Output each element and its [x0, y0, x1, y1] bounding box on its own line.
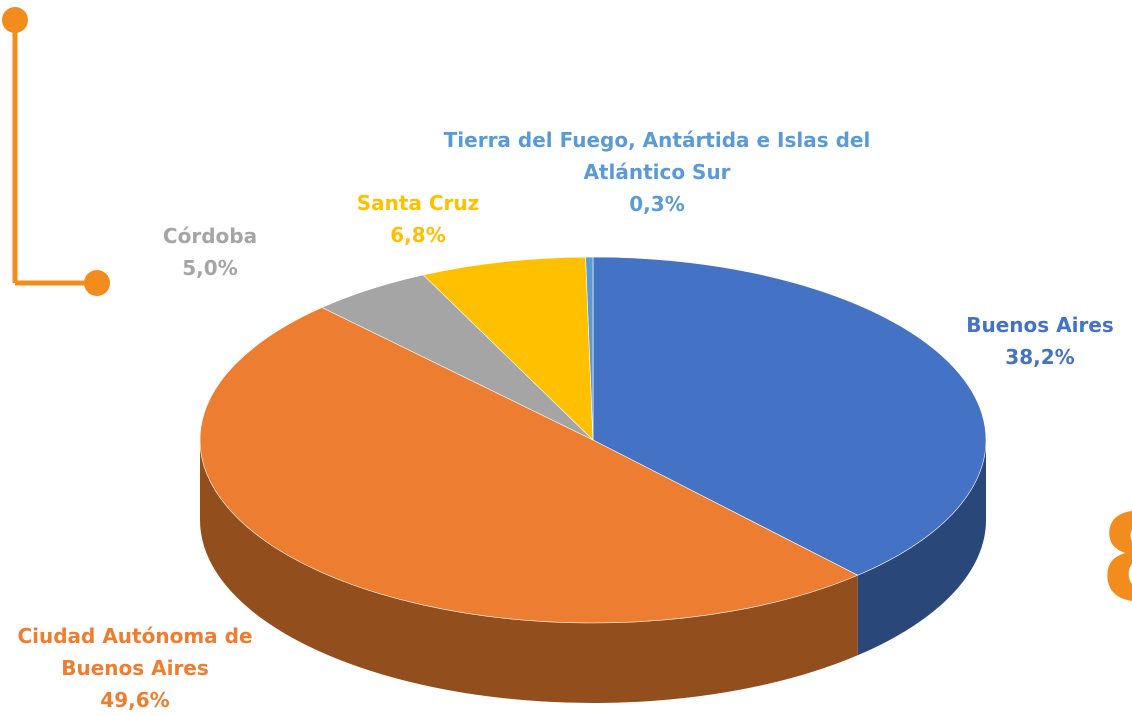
data-label: Córdoba 5,0% — [110, 220, 310, 284]
label-name: Córdoba — [162, 224, 258, 248]
deco-dot — [2, 7, 28, 33]
label-value: 49,6% — [100, 688, 170, 712]
label-value: 0,3% — [629, 192, 685, 216]
deco-dot — [84, 270, 110, 296]
slice — [422, 256, 594, 441]
data-label: Santa Cruz 6,8% — [318, 187, 518, 251]
slice-side — [200, 440, 858, 703]
label-name: Buenos Aires — [966, 313, 1114, 337]
label-value: 38,2% — [1005, 345, 1075, 369]
slice — [585, 256, 594, 441]
data-label: Ciudad Autónoma de Buenos Aires 49,6% — [10, 620, 260, 716]
slice — [199, 307, 859, 624]
label-name: Tierra del Fuego, Antártida e Islas del … — [443, 128, 871, 184]
slice-side — [857, 440, 986, 656]
label-name: Ciudad Autónoma de Buenos Aires — [17, 624, 253, 680]
label-name: Santa Cruz — [356, 191, 480, 215]
data-label: Buenos Aires 38,2% — [940, 309, 1132, 373]
label-value: 5,0% — [182, 256, 238, 280]
decoration — [2, 7, 110, 296]
slice — [592, 256, 987, 576]
label-value: 6,8% — [390, 223, 446, 247]
page-number: 8 — [1100, 500, 1132, 620]
data-label: Tierra del Fuego, Antártida e Islas del … — [432, 124, 882, 220]
